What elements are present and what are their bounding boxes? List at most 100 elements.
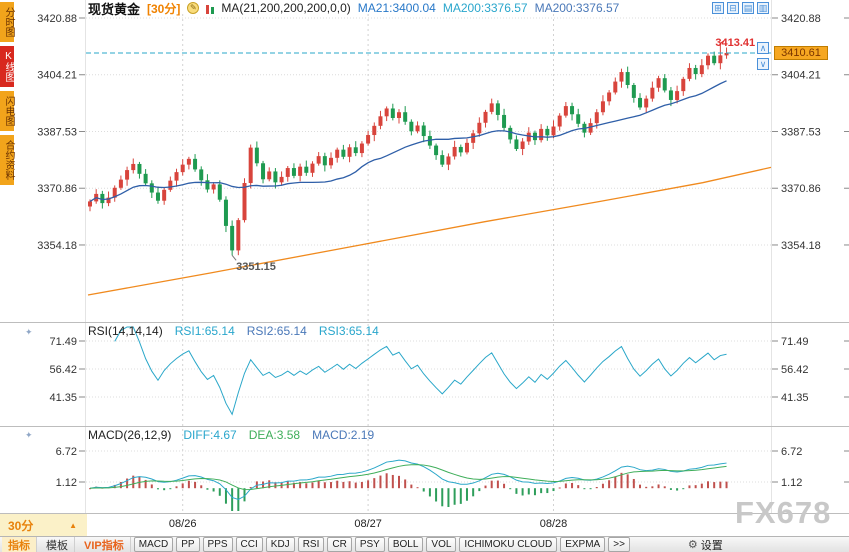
candle-body: [88, 201, 92, 207]
candle-body: [489, 103, 494, 112]
macd-histogram-bar: [713, 482, 716, 489]
macd-histogram-bar: [342, 481, 345, 489]
candle-body: [508, 127, 513, 140]
candle-body: [656, 78, 661, 88]
candle-body: [298, 166, 303, 176]
candle-body: [409, 121, 414, 132]
x-axis-date-label: 08/27: [354, 518, 382, 530]
candle-body: [594, 112, 599, 124]
macd-indicator-icon[interactable]: ✦: [25, 430, 33, 440]
toolbar-button-boll[interactable]: BOLL: [387, 537, 424, 552]
macd-histogram-bar: [175, 486, 178, 489]
candle-body: [205, 180, 210, 190]
y-axis-label: 3354.18: [37, 240, 77, 252]
layout-rows-icon[interactable]: ▤: [742, 2, 754, 14]
candle-body: [718, 55, 723, 64]
toolbar-button-vol[interactable]: VOL: [426, 537, 457, 552]
candle-body: [458, 146, 463, 153]
tab-indicators[interactable]: 指标: [2, 536, 37, 552]
macd-histogram-bar: [317, 480, 320, 489]
settings-button[interactable]: ⚙ 设置: [688, 537, 723, 552]
candle-body: [638, 97, 643, 108]
layout-split-icon[interactable]: ⊟: [727, 2, 739, 14]
macd-histogram-bar: [725, 481, 728, 489]
rsi-indicator-icon[interactable]: ✦: [25, 327, 33, 337]
macd-histogram-bar: [503, 483, 506, 489]
collapse-up-icon[interactable]: ∧: [757, 42, 769, 54]
candle-body: [267, 171, 272, 180]
low-price-label: 3351.15: [236, 261, 276, 274]
macd-histogram-bar: [224, 488, 227, 504]
toolbar-button-psy[interactable]: PSY: [354, 537, 385, 552]
macd-histogram-bar: [459, 488, 462, 504]
high-price-label: 3413.41: [715, 37, 756, 50]
edit-icon[interactable]: ✎: [187, 2, 200, 14]
candlestick-icon[interactable]: [206, 2, 215, 14]
collapse-down-icon[interactable]: ∨: [757, 58, 769, 70]
y-axis-label: 6.72: [56, 446, 77, 458]
chart-canvas[interactable]: 3420.88 3420.88 3404.21 3404.21 3387.53 3387.…: [0, 0, 849, 513]
sidebar-tab-flash-chart[interactable]: 闪电图: [0, 91, 14, 131]
rsi-panel-header: RSI(14,14,14) RSI1:65.14 RSI2:65.14 RSI3…: [88, 324, 379, 338]
toolbar-button-macd[interactable]: MACD: [133, 537, 174, 552]
macd-histogram-bar: [330, 482, 333, 489]
candle-body: [440, 155, 445, 165]
diff-value: DIFF:4.67: [183, 428, 237, 442]
toolbar-button-more[interactable]: >>: [608, 537, 630, 552]
candle-body: [273, 171, 278, 183]
toolbar-button-pp[interactable]: PP: [176, 537, 200, 552]
macd-histogram-bar: [676, 488, 679, 491]
candle-body: [242, 183, 247, 221]
y-axis-label: 71.49: [49, 336, 77, 348]
dropdown-arrow-icon: ▲: [69, 520, 77, 530]
tab-templates[interactable]: 模板: [40, 536, 75, 552]
macd-histogram-bar: [453, 488, 456, 505]
layout-columns-icon[interactable]: ▥: [757, 2, 769, 14]
candle-body: [421, 125, 426, 137]
sidebar-tab-contract-info[interactable]: 合约资料: [0, 135, 14, 185]
candle-body: [687, 67, 692, 79]
rsi2-value: RSI2:65.14: [246, 324, 307, 338]
ma200-value: MA200:3376.57: [442, 1, 528, 15]
candle-body: [155, 192, 160, 201]
candle-body: [712, 55, 717, 64]
x-axis-date-label: 08/26: [168, 518, 197, 530]
window-layout-controls: ⊞ ⊟ ▤ ▥: [712, 2, 769, 14]
candle-body: [434, 145, 439, 156]
toolbar-button-kdj[interactable]: KDJ: [265, 537, 295, 552]
interval-selector[interactable]: 30分 ▲: [0, 514, 87, 536]
macd-histogram-bar: [546, 488, 549, 494]
candle-body: [699, 65, 704, 75]
toolbar-button-cci[interactable]: CCI: [235, 537, 263, 552]
macd-histogram-bar: [700, 483, 703, 489]
layout-grid-icon[interactable]: ⊞: [712, 2, 724, 14]
y-axis-label: 3420.88: [781, 13, 821, 25]
candle-body: [180, 164, 185, 173]
macd-histogram-bar: [639, 484, 642, 489]
candle-body: [353, 147, 358, 154]
candle-body: [223, 199, 228, 226]
sidebar-tab-kline-chart[interactable]: K线图: [0, 46, 14, 87]
y-axis-label: 3370.86: [37, 183, 77, 195]
toolbar-button-expma[interactable]: EXPMA: [560, 537, 606, 552]
toolbar-button-rsi[interactable]: RSI: [297, 537, 325, 552]
macd-title: MACD(26,12,9): [88, 428, 172, 442]
macd-histogram-bar: [379, 475, 382, 489]
sidebar-tab-time-chart[interactable]: 分时图: [0, 2, 14, 42]
candle-body: [557, 115, 562, 127]
toolbar-button-ichimoku-cloud[interactable]: ICHIMOKU CLOUD: [459, 537, 558, 552]
toolbar-button-cr[interactable]: CR: [327, 537, 352, 552]
rsi3-value: RSI3:65.14: [318, 324, 379, 338]
macd-histogram-bar: [533, 488, 536, 496]
ma200-line: [87, 166, 772, 296]
macd-histogram-bar: [299, 482, 302, 489]
candle-body: [254, 147, 259, 164]
macd-histogram-bar: [682, 488, 685, 490]
candle-body: [322, 156, 327, 166]
tab-vip-indicators[interactable]: VIP指标: [78, 536, 131, 552]
macd-histogram-bar: [521, 488, 524, 496]
macd-histogram-bar: [577, 485, 580, 489]
candle-body: [397, 112, 401, 119]
toolbar-button-pps[interactable]: PPS: [202, 537, 233, 552]
candle-body: [137, 163, 142, 174]
